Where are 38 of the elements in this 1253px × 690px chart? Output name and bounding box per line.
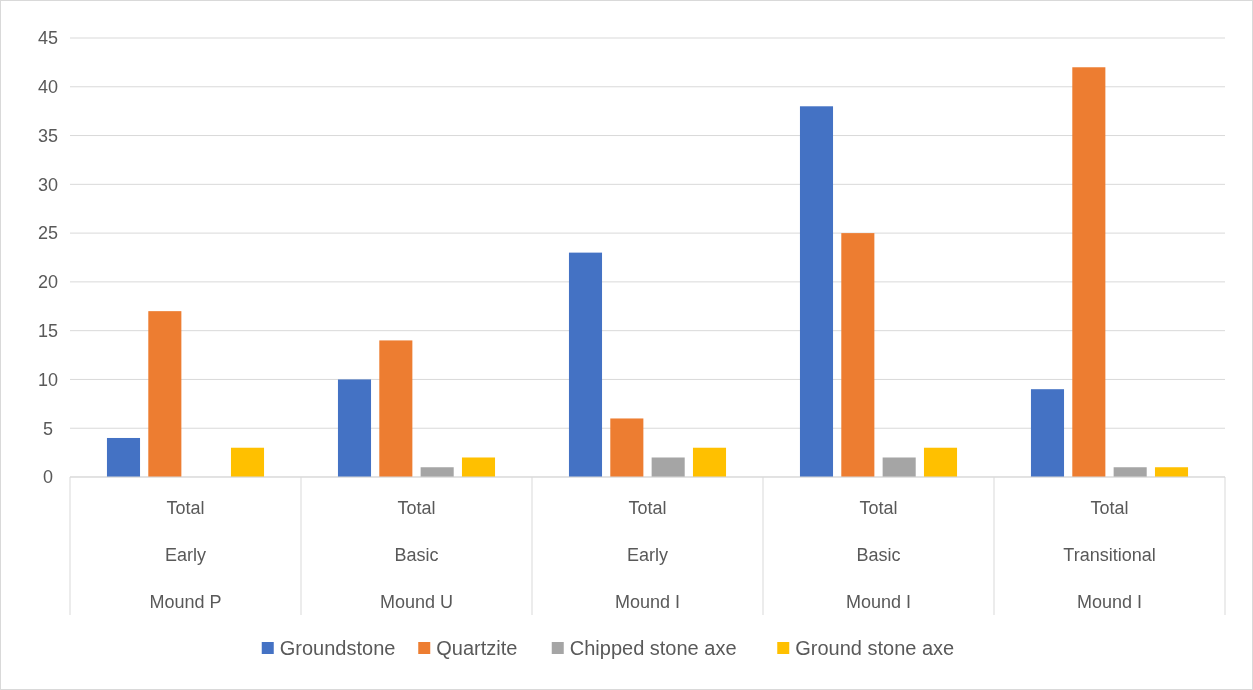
y-tick-label: 20: [37, 272, 59, 293]
category-label: Total Early Mound P: [149, 498, 222, 612]
legend-label: Quartzite: [436, 637, 518, 659]
bar: [692, 447, 727, 477]
bar: [420, 467, 454, 477]
y-tick-label: 45: [37, 28, 59, 49]
y-tick-label: 10: [37, 369, 59, 390]
y-tick-label: 25: [37, 223, 59, 244]
legend-label: Groundstone: [279, 637, 396, 659]
y-tick-label: 15: [37, 320, 59, 341]
y-tick-label: 5: [42, 418, 54, 439]
category-label: Total Transitional Mound I: [1063, 498, 1156, 612]
bar: [106, 437, 141, 477]
bar: [461, 457, 496, 477]
legend-label: Chipped stone axe: [569, 637, 737, 659]
bar: [1113, 467, 1147, 477]
bar: [610, 418, 644, 477]
bar: [923, 447, 958, 477]
bar: [841, 233, 875, 477]
bar: [1154, 467, 1189, 477]
bar: [337, 379, 372, 477]
bar: [1030, 389, 1065, 477]
bar: [230, 447, 265, 477]
bar: [379, 340, 413, 477]
bar: [1072, 67, 1106, 477]
category-label: Total Basic Mound U: [379, 498, 454, 612]
y-tick-label: 40: [37, 77, 59, 98]
y-tick-label: 0: [42, 467, 54, 488]
y-tick-label: 30: [37, 174, 59, 195]
bar: [651, 457, 685, 477]
bar: [882, 457, 916, 477]
bar: [568, 252, 603, 477]
y-tick-label: 35: [37, 125, 59, 146]
category-label: Total Basic Mound I: [845, 498, 912, 612]
category-label: Total Early Mound I: [614, 498, 681, 612]
legend-label: Ground stone axe: [795, 637, 955, 659]
bar: [148, 311, 182, 477]
bar: [799, 106, 834, 477]
